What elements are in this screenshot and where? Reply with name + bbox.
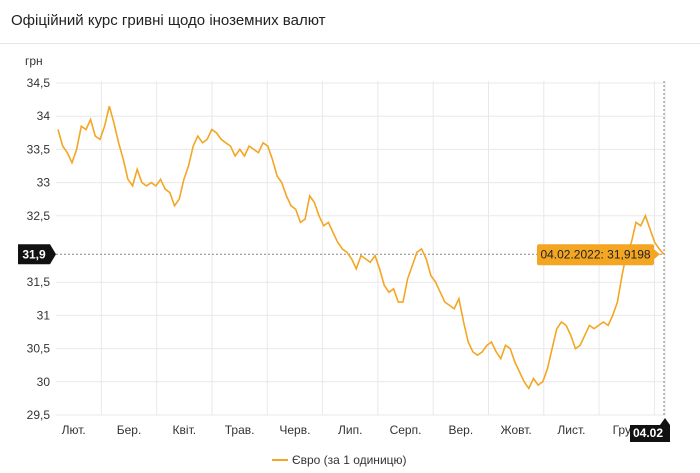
tooltip-pointer (654, 249, 660, 260)
y-tick-label: 29,5 (27, 408, 51, 422)
page-title: Офіційний курс гривні щодо іноземних вал… (11, 12, 326, 29)
x-tick-label: Лист. (557, 423, 585, 437)
x-tick-label: Жовт. (501, 423, 532, 437)
y-axis-label: грн (25, 54, 43, 68)
last-date-text: 04.02 (633, 426, 663, 440)
x-tick-label: Лип. (338, 423, 362, 437)
last-date-badge-bg (630, 418, 670, 442)
current-value-badge-bg (18, 244, 56, 265)
x-tick-label: Вер. (448, 423, 473, 437)
y-tick-labels: 34,5 34 33,5 33 32,5 31,5 31 30,5 30 29,5 (27, 76, 51, 422)
series-line-euro (57, 105, 665, 390)
y-tick-label: 30,5 (27, 342, 51, 356)
tooltip-bg (537, 244, 654, 266)
y-tick-label: 30 (37, 375, 51, 389)
legend[interactable]: Євро (за 1 одиницю) (272, 453, 407, 467)
x-tick-label: Лют. (62, 423, 86, 437)
x-tick-label: Трав. (225, 423, 255, 437)
y-tick-label: 31,5 (27, 275, 51, 289)
y-tick-label: 32,5 (27, 209, 51, 223)
last-date-badge: 04.02 (630, 418, 670, 442)
legend-label[interactable]: Євро (за 1 одиницю) (292, 453, 407, 467)
y-tick-label: 33 (37, 176, 51, 190)
x-tick-label: Серп. (390, 423, 422, 437)
y-tick-label: 34 (37, 109, 51, 123)
x-tick-label: Бер. (117, 423, 142, 437)
tooltip-text: 04.02.2022: 31,9198 (540, 247, 650, 261)
current-value-text: 31,9 (22, 247, 46, 261)
x-tick-label: Черв. (279, 423, 310, 437)
y-tick-label: 34,5 (27, 76, 51, 90)
x-tick-label: Квіт. (173, 423, 197, 437)
y-tick-label: 33,5 (27, 142, 51, 156)
tooltip: 04.02.2022: 31,9198 (537, 244, 660, 266)
header-bar: Офіційний курс гривні щодо іноземних вал… (0, 0, 700, 44)
current-value-badge: 31,9 (18, 244, 56, 265)
x-tick-labels: Лют. Бер. Квіт. Трав. Черв. Лип. Серп. Вер. Жовт… (62, 423, 641, 437)
y-tick-label: 31 (37, 308, 51, 322)
